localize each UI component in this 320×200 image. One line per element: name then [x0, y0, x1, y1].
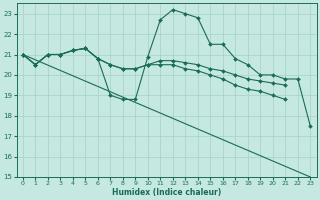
X-axis label: Humidex (Indice chaleur): Humidex (Indice chaleur) — [112, 188, 221, 197]
